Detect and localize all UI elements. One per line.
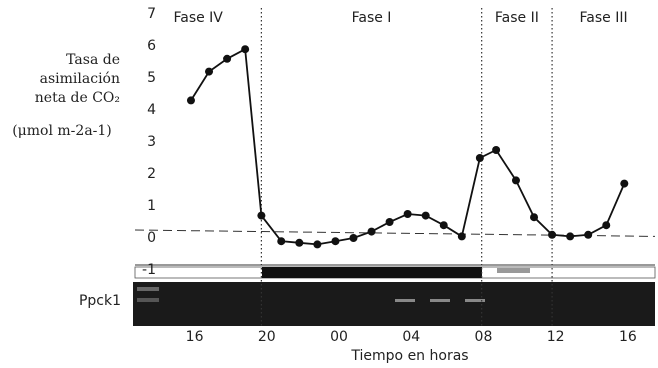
data-point [295, 239, 303, 247]
data-point [620, 180, 628, 188]
x-tick-label: 12 [547, 329, 565, 345]
gel-image [133, 282, 655, 326]
chart: Ppck1 Tiempo en horas Tasa de asimilación… [0, 0, 658, 368]
y-axis-title: neta de CO₂ [35, 90, 120, 106]
phase-label: Fase III [579, 10, 627, 26]
data-point [440, 221, 448, 229]
data-point [566, 232, 574, 240]
y-tick-label: 5 [147, 70, 156, 86]
y-tick-label: -1 [142, 262, 156, 278]
phase-label: Fase I [352, 10, 392, 26]
y-tick-label: 6 [147, 38, 156, 54]
gel-band [137, 287, 159, 291]
gel-band [137, 298, 159, 302]
data-point [404, 210, 412, 218]
data-point [548, 231, 556, 239]
y-axis-title: Tasa de [66, 52, 120, 68]
data-point [458, 232, 466, 240]
data-point [386, 218, 394, 226]
gel-band [395, 299, 415, 302]
data-point [187, 96, 195, 104]
y-tick-label: 1 [147, 198, 156, 214]
y-tick-label: 3 [147, 134, 156, 150]
data-point [331, 237, 339, 245]
data-point [602, 221, 610, 229]
x-tick-label: 00 [330, 329, 348, 345]
data-point [512, 176, 520, 184]
y-axis-title: asimilación [40, 71, 120, 87]
data-point [257, 212, 265, 220]
x-tick-label: 20 [258, 329, 276, 345]
y-axis-title: (μmol m-2a-1) [12, 123, 112, 139]
phase-label: Fase IV [173, 10, 223, 26]
data-point [368, 228, 376, 236]
data-point [313, 240, 321, 248]
x-axis-title: Tiempo en horas [350, 348, 468, 364]
strip-mark [497, 268, 530, 273]
gel-label: Ppck1 [79, 293, 121, 309]
data-point [241, 45, 249, 53]
data-point [349, 234, 357, 242]
data-point [476, 154, 484, 162]
gel-band [430, 299, 450, 302]
y-tick-label: 7 [147, 6, 156, 22]
phase-label: Fase II [495, 10, 539, 26]
y-tick-label: 0 [147, 230, 156, 246]
data-point [492, 146, 500, 154]
x-tick-label: 16 [619, 329, 637, 345]
data-point [223, 55, 231, 63]
x-tick-label: 04 [402, 329, 420, 345]
data-point [422, 212, 430, 220]
x-tick-label: 16 [186, 329, 204, 345]
dark-period [262, 267, 482, 278]
y-tick-label: 4 [147, 102, 156, 118]
data-point [205, 68, 213, 76]
data-point [530, 213, 538, 221]
y-tick-label: 2 [147, 166, 156, 182]
x-tick-label: 08 [475, 329, 493, 345]
data-point [277, 237, 285, 245]
data-point [584, 231, 592, 239]
